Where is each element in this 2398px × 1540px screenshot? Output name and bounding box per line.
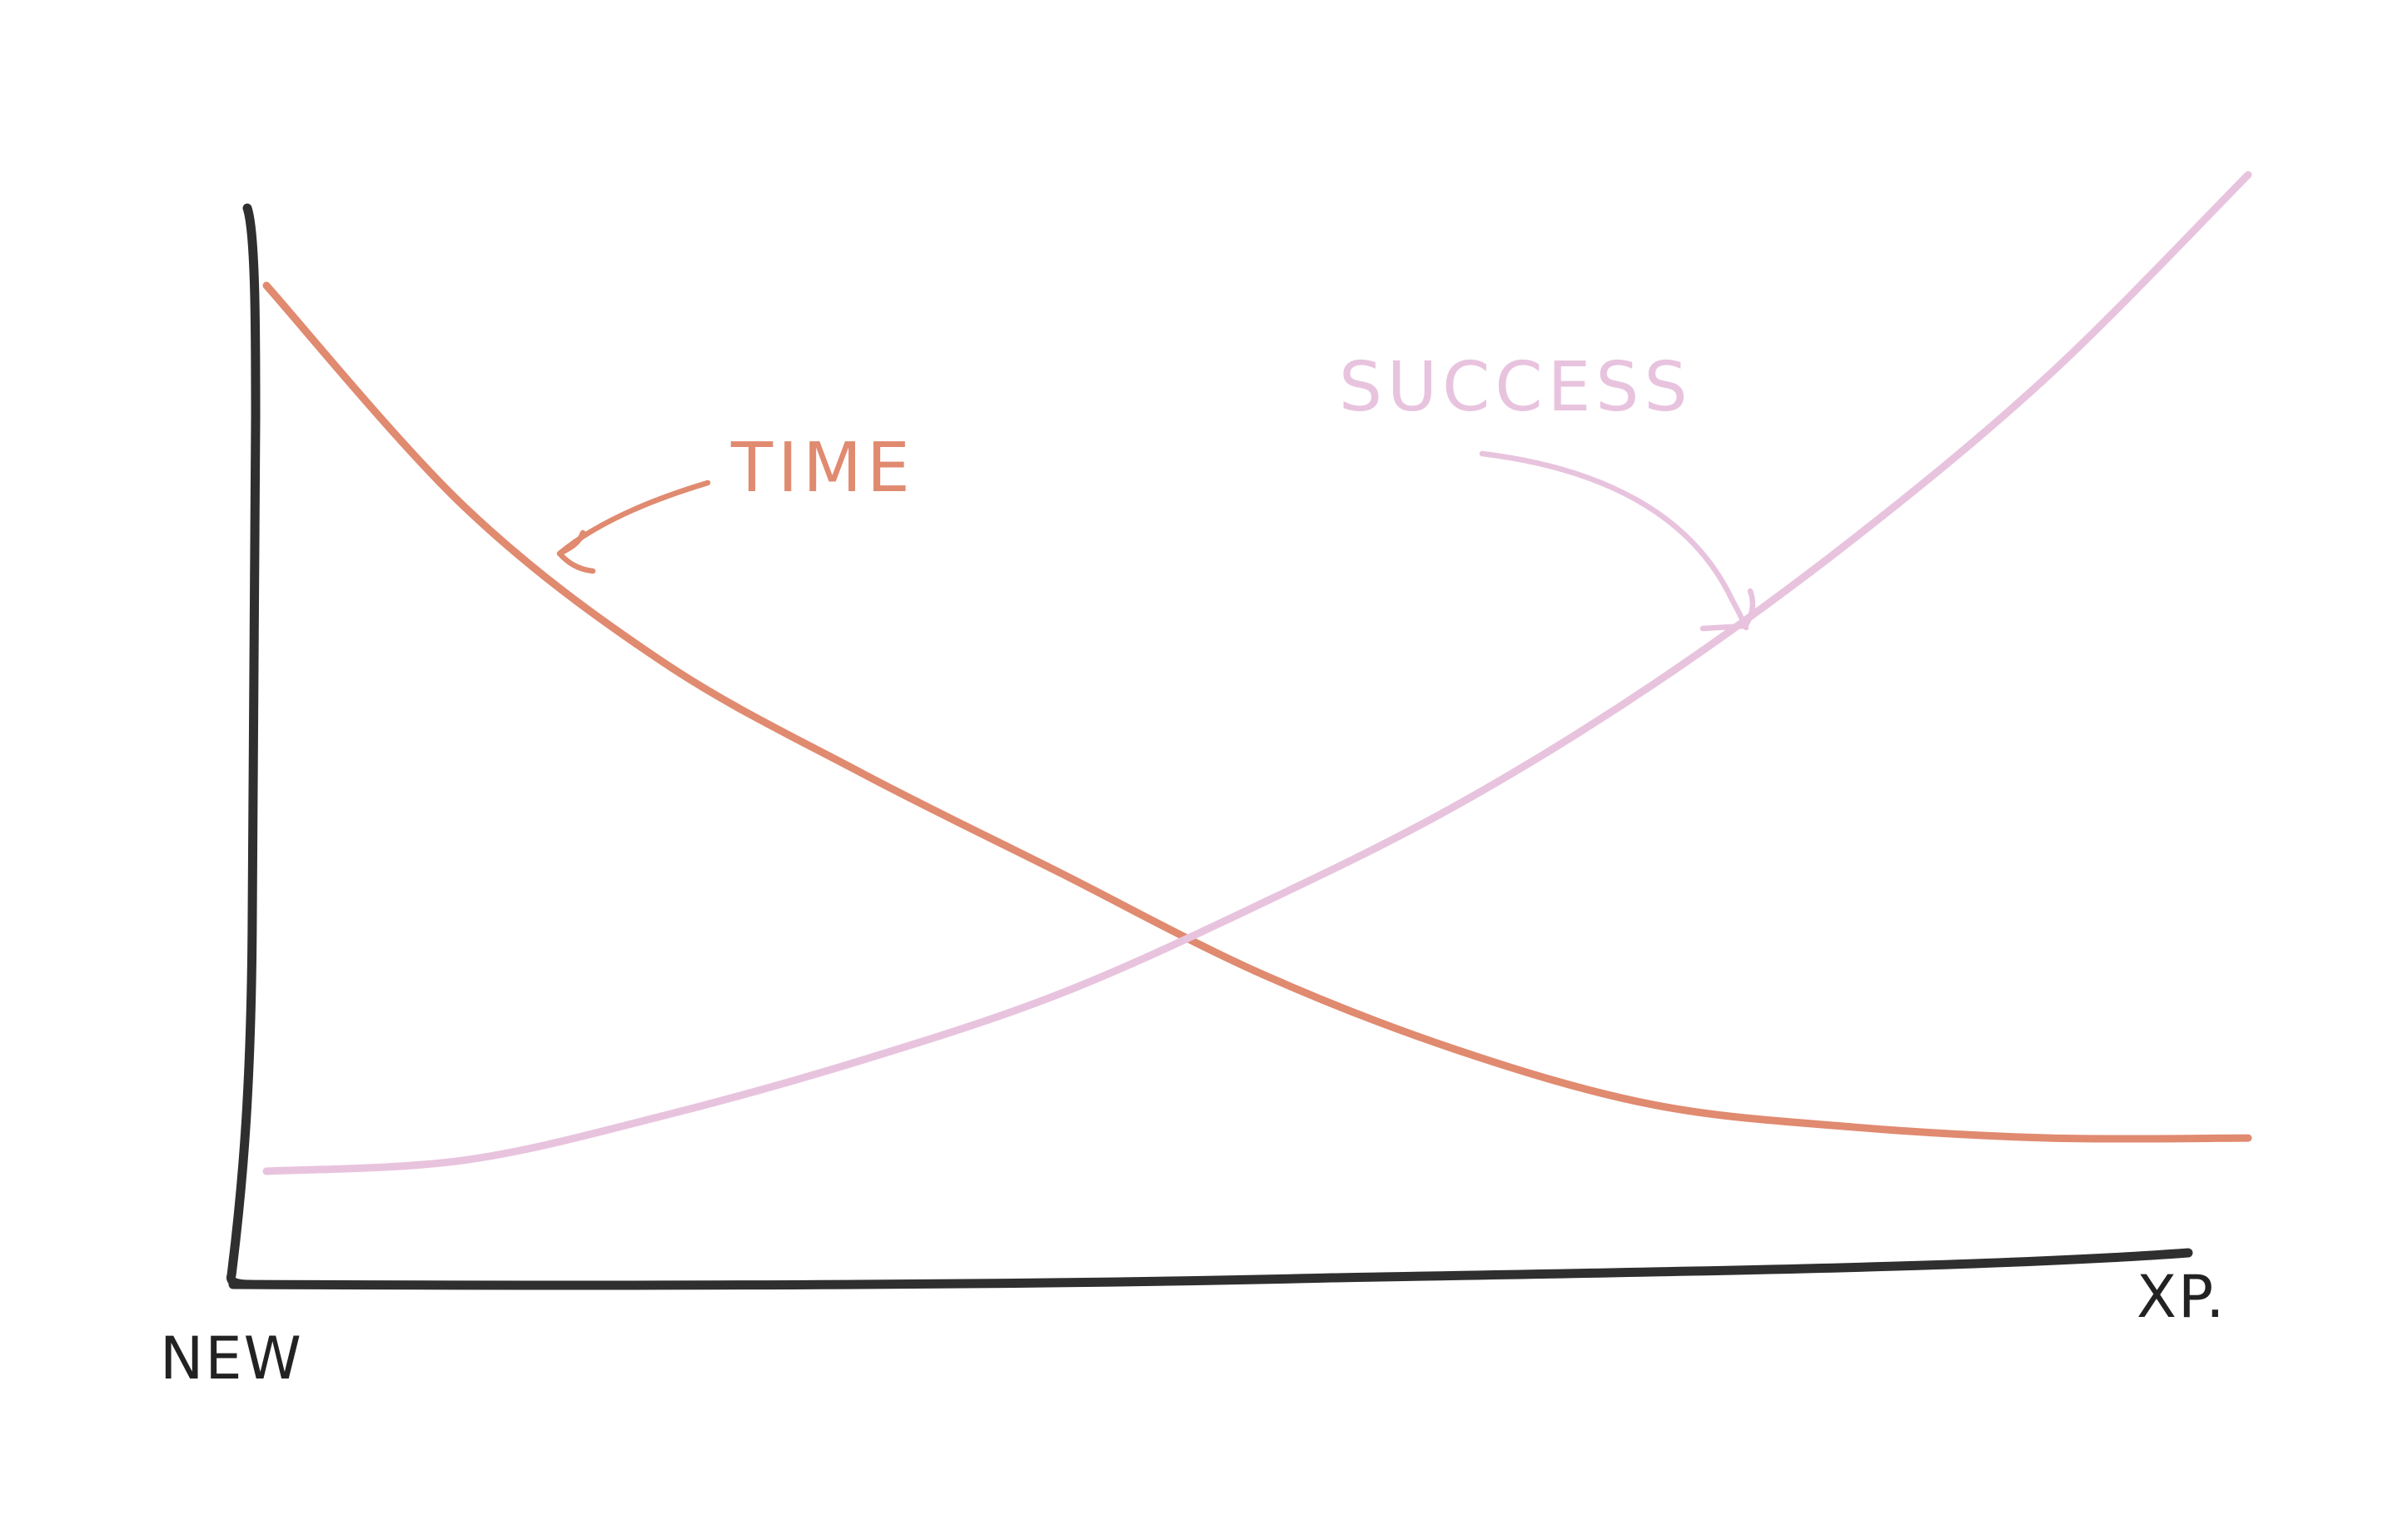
series-line-time <box>262 281 2252 1143</box>
x-axis-end-label: XP. <box>2137 1263 2226 1331</box>
x-axis-start-label: NEW <box>160 1324 303 1393</box>
y-axis <box>226 203 261 1289</box>
series-line-success <box>262 171 2252 1175</box>
time-series-label: TIME <box>730 429 915 508</box>
x-axis <box>228 1248 2193 1290</box>
time-label-arrow <box>556 479 711 574</box>
series-layer <box>262 171 2252 1175</box>
success-series-label: SUCCESS <box>1339 348 1693 427</box>
success-label-arrow <box>1479 450 1756 632</box>
